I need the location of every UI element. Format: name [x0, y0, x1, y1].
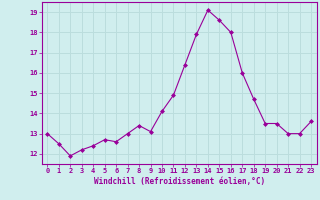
X-axis label: Windchill (Refroidissement éolien,°C): Windchill (Refroidissement éolien,°C) — [94, 177, 265, 186]
